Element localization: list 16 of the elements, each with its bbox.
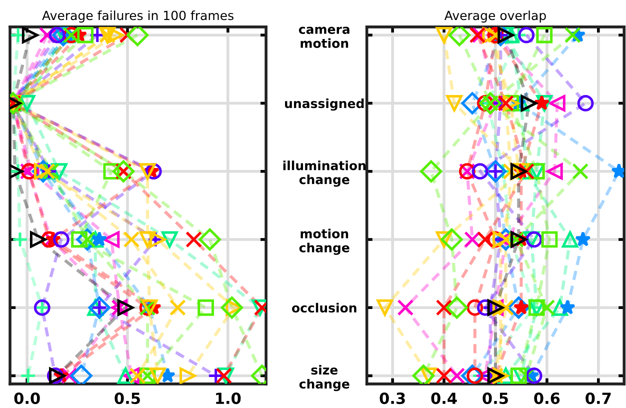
chart-title: Average overlap (444, 10, 546, 23)
y-tick-label: camera motion (298, 26, 350, 48)
y-tick-label: motion change (299, 228, 350, 255)
x-tick-label: 0.6 (534, 392, 560, 404)
y-tick-label: unassigned (285, 98, 364, 111)
y-tick-label: size change (299, 364, 350, 392)
x-tick-label: 0.5 (114, 392, 140, 404)
y-tick-label: occlusion (292, 302, 356, 313)
chart-title: Average failures in 100 frames (42, 10, 234, 23)
x-tick-label: 1.0 (216, 392, 241, 404)
x-tick-label: 0.0 (14, 392, 40, 404)
x-tick-label: 0.4 (431, 392, 457, 404)
x-tick-label: 0.3 (380, 392, 405, 404)
y-tick-label: illumination change (283, 160, 366, 187)
x-tick-label: 0.7 (586, 392, 611, 404)
x-tick-label: 0.5 (482, 392, 508, 404)
